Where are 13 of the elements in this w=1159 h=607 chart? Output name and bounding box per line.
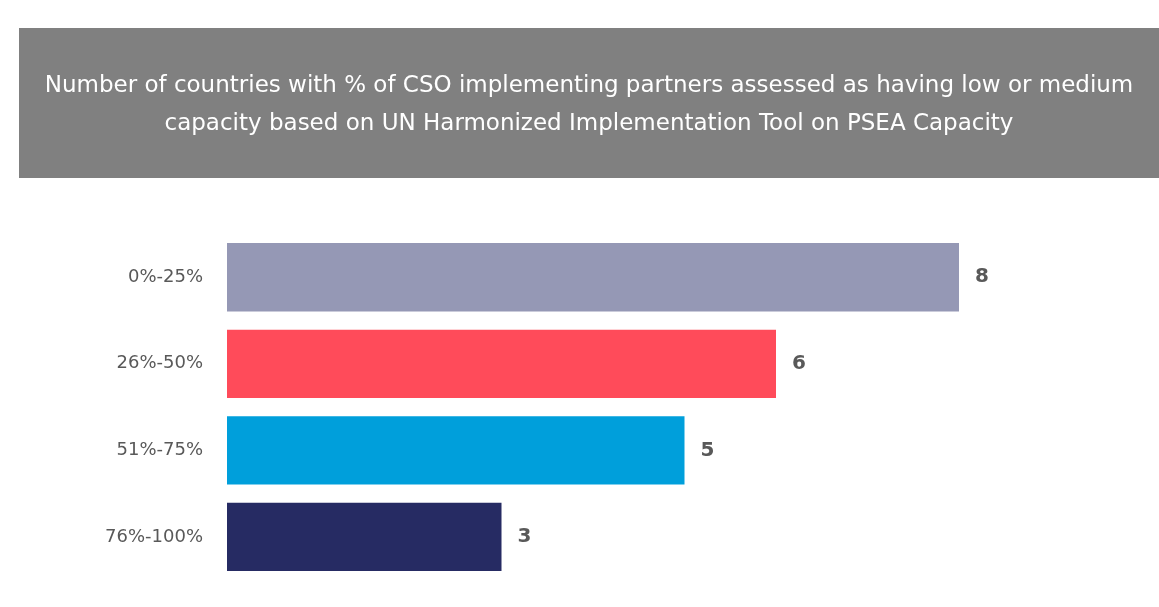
- y-tick-label: 0%-25%: [127, 264, 203, 286]
- y-tick-label: 51%-75%: [116, 438, 203, 460]
- data-label: 5: [700, 436, 715, 461]
- y-tick-label: 76%-100%: [105, 524, 203, 546]
- data-label: 3: [517, 523, 532, 548]
- chart-title: Number of countries with % of CSO implementing partners assessed as having low or medium capacity based on UN Harmonized Implementation Tool on PSEA Capacity: [19, 28, 1159, 178]
- bar: [227, 502, 502, 572]
- bar: [227, 329, 776, 399]
- data-label: 6: [792, 350, 806, 375]
- bar: [227, 243, 959, 312]
- data-label: 8: [975, 263, 989, 288]
- bar: [227, 416, 685, 485]
- y-tick-label: 26%-50%: [116, 351, 203, 373]
